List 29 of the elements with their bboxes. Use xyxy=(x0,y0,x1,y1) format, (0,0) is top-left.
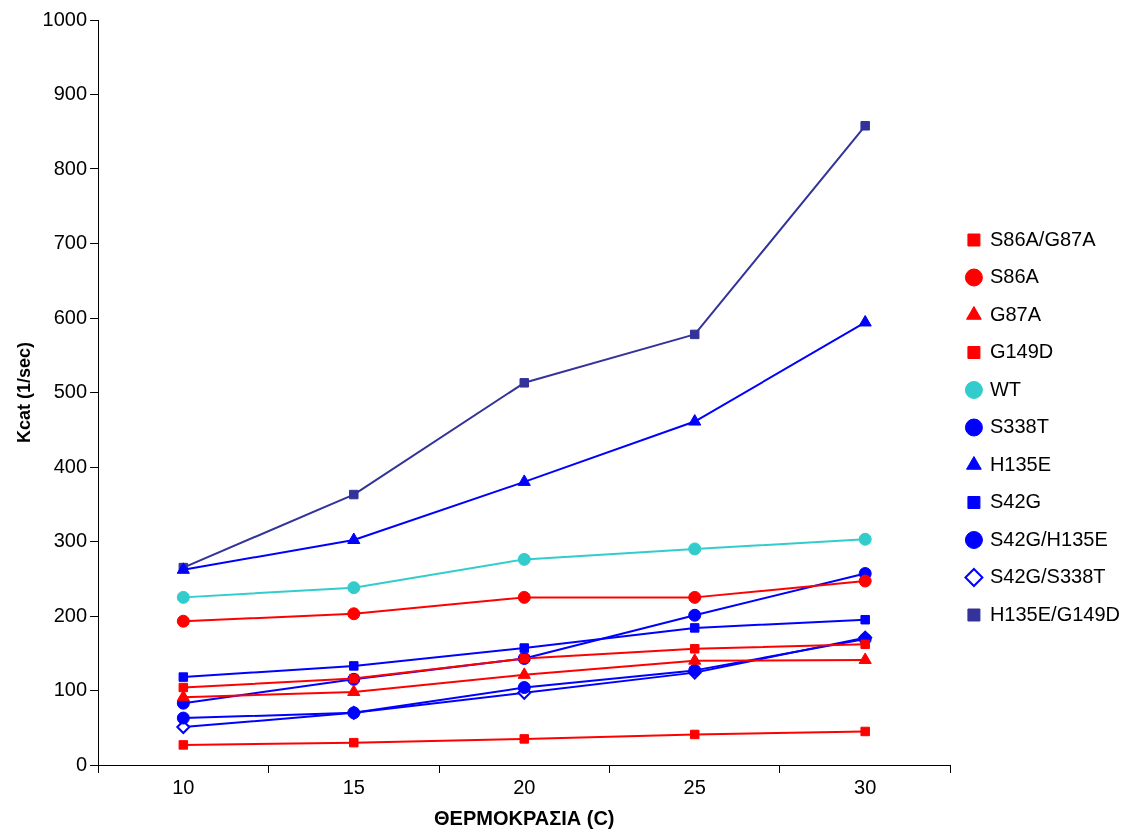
x-tick-label: 10 xyxy=(172,775,195,798)
y-tick-label: 1000 xyxy=(42,7,88,30)
legend-label: H135E/G149D xyxy=(989,602,1120,625)
legend-label: G149D xyxy=(989,340,1054,363)
legend-label: S86A/G87A xyxy=(989,227,1097,250)
x-tick-label: 20 xyxy=(513,775,536,798)
y-tick-label: 600 xyxy=(53,305,88,328)
y-axis-title: Kcat (1/sec) xyxy=(13,341,34,444)
legend-label: S42G/H135E xyxy=(989,527,1108,550)
legend-label: G87A xyxy=(989,302,1042,325)
y-tick-label: 200 xyxy=(53,603,88,626)
legend-label: H135E xyxy=(989,452,1052,475)
legend-label: S86A xyxy=(989,265,1040,288)
x-tick-label: 30 xyxy=(854,775,877,798)
legend-label: S42G xyxy=(989,490,1042,513)
x-tick-label: 25 xyxy=(683,775,706,798)
y-tick-label: 800 xyxy=(53,156,88,179)
legend-label: S338T xyxy=(989,415,1049,438)
y-tick-label: 400 xyxy=(53,454,88,477)
y-tick-label: 900 xyxy=(53,82,88,105)
y-tick-label: 300 xyxy=(53,529,88,552)
legend-label: WT xyxy=(989,377,1022,400)
y-tick-label: 100 xyxy=(53,678,88,701)
y-tick-label: 500 xyxy=(53,380,88,403)
x-tick-label: 15 xyxy=(342,775,365,798)
y-tick-label: 0 xyxy=(75,752,88,775)
x-axis-title: ΘΕΡΜΟΚΡΑΣΙΑ (C) xyxy=(433,806,615,829)
y-tick-label: 700 xyxy=(53,231,88,254)
legend-label: S42G/S338T xyxy=(989,565,1106,588)
